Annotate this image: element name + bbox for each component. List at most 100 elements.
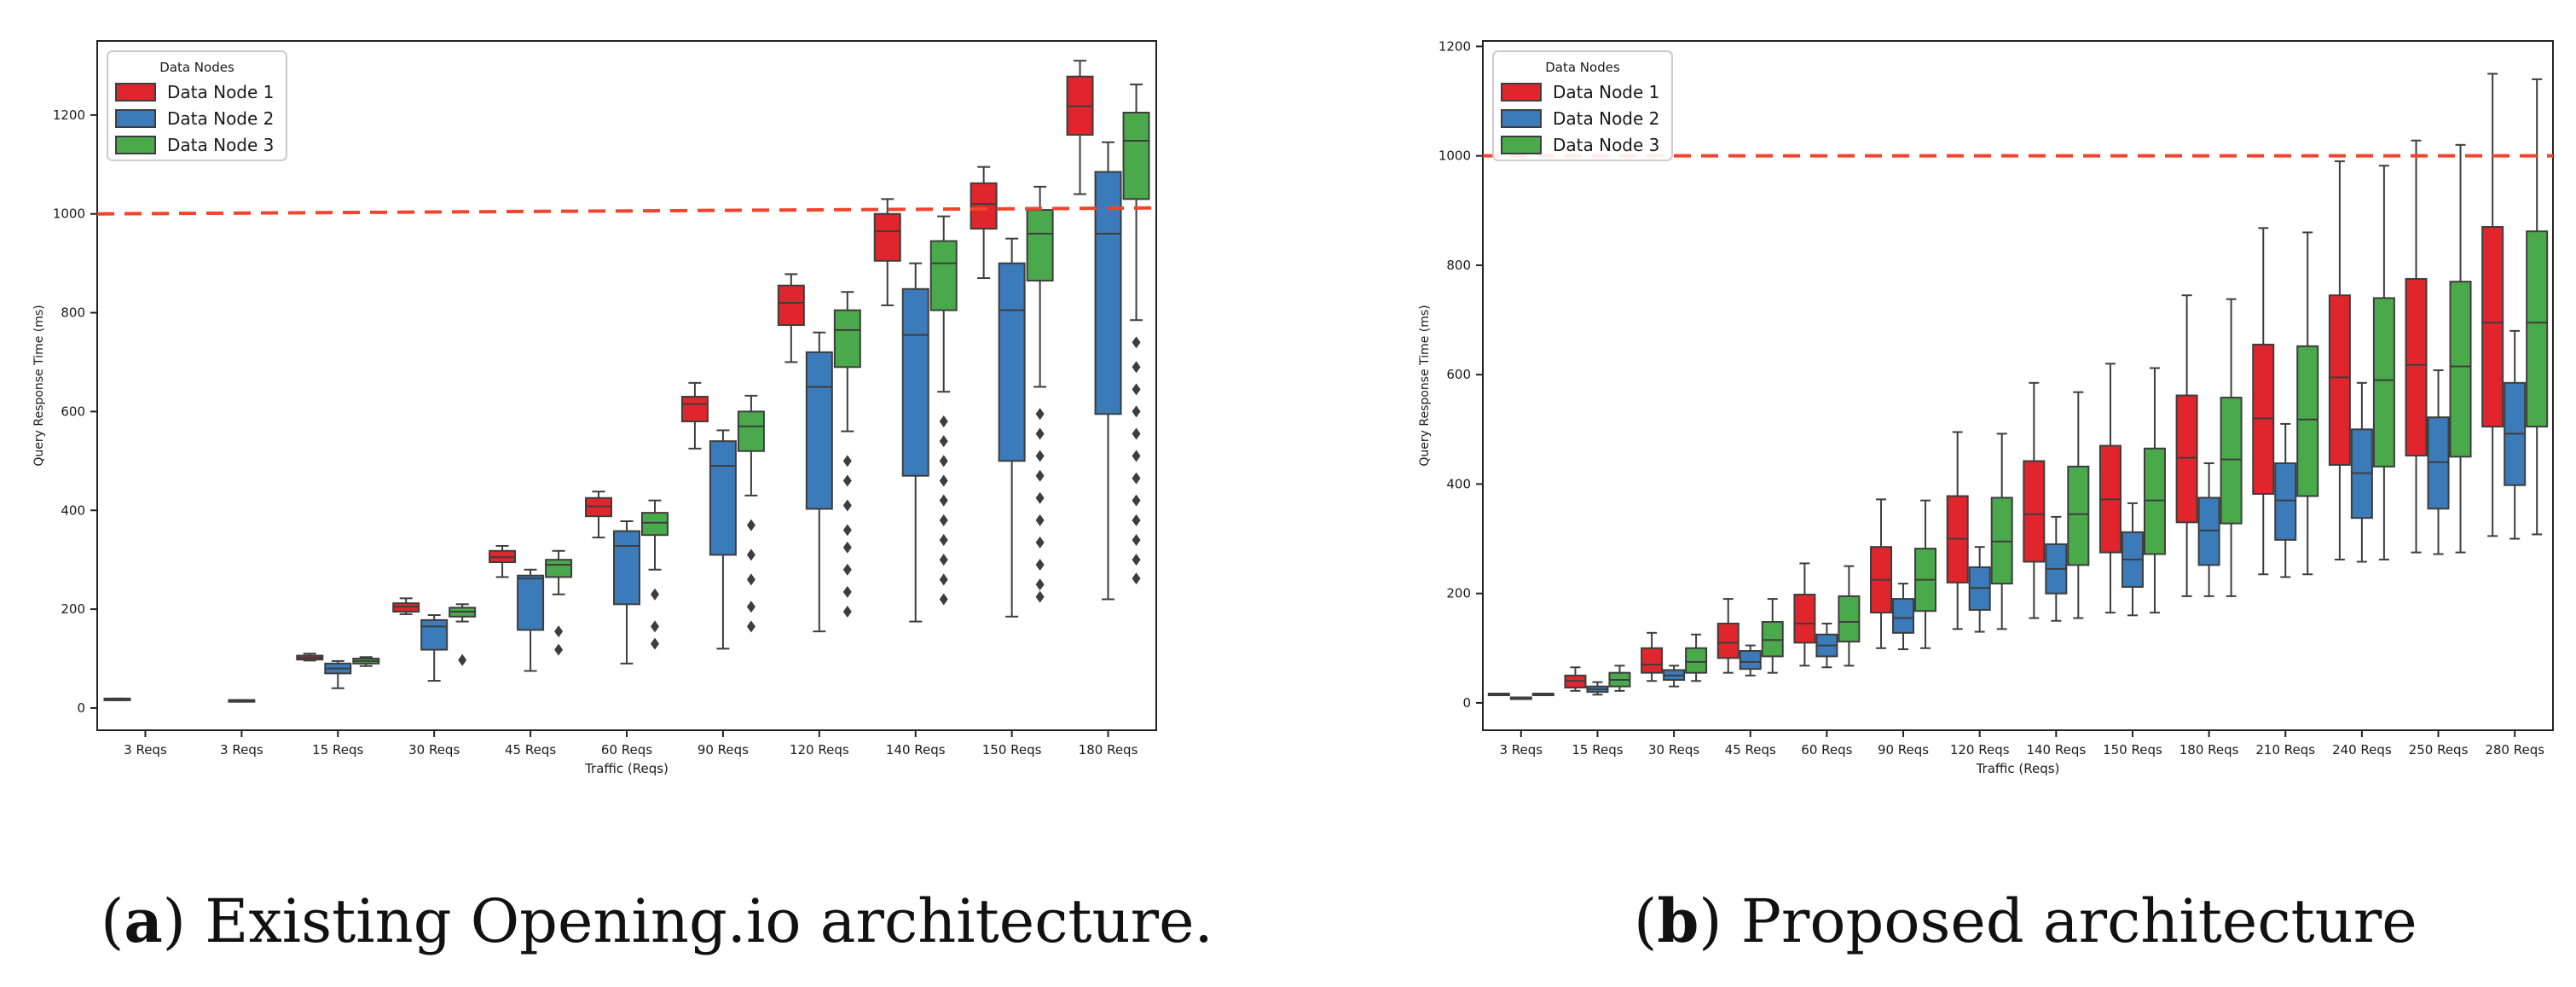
- box-data-node-3: [1990, 433, 2013, 630]
- legend-frame: [107, 50, 287, 161]
- box-iqr: [998, 262, 1026, 462]
- outlier-point: [1132, 427, 1141, 440]
- y-tick-label: 0: [77, 700, 85, 716]
- y-tick-label: 600: [1446, 367, 1471, 382]
- legend: Data Nodes Data Node 1 Data Node 2 Data Nod…: [107, 50, 287, 161]
- box-data-node-2: [2427, 369, 2450, 555]
- outlier-point: [746, 549, 755, 561]
- x-tick-label: 250 Reqs: [2409, 742, 2469, 758]
- caption-a: (a) Existing Opening.io architecture.: [101, 885, 1213, 956]
- x-tick-label: 30 Reqs: [1648, 742, 1699, 758]
- box-data-node-1: [777, 273, 805, 363]
- outlier-point: [939, 455, 948, 467]
- outlier-point: [1035, 514, 1045, 526]
- x-tick-label: 15 Reqs: [312, 742, 363, 758]
- box-iqr: [2372, 297, 2395, 467]
- x-tick-label: 90 Reqs: [1878, 742, 1929, 758]
- y-tick-label: 1000: [1439, 148, 1471, 164]
- box-data-node-3: [929, 215, 958, 606]
- box-data-node-1: [2405, 139, 2428, 554]
- box-iqr: [545, 559, 573, 578]
- box-iqr: [777, 284, 805, 327]
- box-iqr: [1122, 111, 1150, 200]
- box-data-node-2: [1739, 644, 1762, 676]
- box-data-node-3: [1026, 185, 1054, 603]
- box-data-node-2: [1663, 665, 1686, 688]
- outlier-point: [842, 474, 852, 487]
- box-data-node-1: [2252, 227, 2275, 576]
- outlier-point: [1132, 336, 1141, 349]
- caption-b-letter: b: [1657, 885, 1699, 956]
- x-tick-label: 45 Reqs: [1725, 742, 1776, 758]
- outlier-point: [1132, 472, 1141, 485]
- box-iqr: [2481, 226, 2504, 428]
- y-axis-label: Query Response Time (ms): [1418, 305, 1432, 466]
- chart-b-proposed-architecture: 0 200 400 600 800 1000 1200 3 Reqs 15 Reqs 30 Req…: [1418, 38, 2554, 776]
- box-iqr: [1793, 593, 1816, 644]
- outlier-point: [651, 620, 659, 633]
- box-iqr: [1838, 595, 1861, 643]
- outlier-point: [939, 593, 948, 606]
- box-iqr: [2067, 465, 2090, 566]
- box-data-node-2: [228, 699, 256, 703]
- outlier-point: [746, 601, 755, 613]
- legend-entry: Data Node 2: [1553, 108, 1659, 129]
- x-tick-label: 3 Reqs: [1500, 742, 1543, 758]
- box-data-node-2: [2350, 381, 2373, 563]
- outlier-point: [1035, 450, 1045, 462]
- legend-swatch: [115, 83, 156, 102]
- outlier-point: [1132, 405, 1141, 418]
- x-tick-label: 180 Reqs: [1079, 742, 1138, 758]
- outlier-point: [746, 573, 755, 586]
- y-tick-label: 400: [1446, 476, 1471, 491]
- box-iqr: [1716, 622, 1740, 659]
- box-data-node-3: [2143, 367, 2166, 614]
- box-iqr: [737, 410, 765, 452]
- y-tick-label: 600: [61, 404, 85, 419]
- box-iqr: [517, 574, 545, 631]
- box-data-node-2: [901, 262, 929, 623]
- box-iqr: [833, 309, 861, 369]
- box-data-node-2: [324, 659, 352, 689]
- box-iqr: [2220, 397, 2243, 525]
- box-iqr: [901, 287, 929, 477]
- outlier-point: [1035, 427, 1045, 440]
- x-tick-label: 120 Reqs: [790, 742, 849, 758]
- box-data-node-2: [2121, 502, 2144, 617]
- box-iqr: [1739, 650, 1762, 671]
- outlier-point: [746, 620, 755, 633]
- box-iqr: [2274, 462, 2297, 541]
- box-data-node-1: [680, 381, 709, 450]
- y-tick-label: 1200: [53, 107, 85, 123]
- x-tick-label: 180 Reqs: [2179, 742, 2239, 758]
- box-data-node-1: [296, 653, 324, 662]
- outlier-point: [1035, 469, 1045, 482]
- box-data-node-3: [737, 394, 765, 633]
- box-data-node-2: [709, 429, 737, 650]
- box-data-node-3: [2067, 391, 2090, 619]
- outlier-point: [939, 494, 948, 507]
- outlier-point: [842, 541, 852, 554]
- box-data-node-3: [1838, 565, 1861, 667]
- box-data-node-1: [1641, 631, 1664, 682]
- box-data-node-2: [1815, 622, 1838, 669]
- threshold-line: [96, 206, 1157, 216]
- caption-b-text: Proposed architecture: [1740, 886, 2417, 956]
- box-data-node-2: [2045, 515, 2068, 622]
- box-iqr: [420, 618, 449, 651]
- x-tick-label: 60 Reqs: [601, 742, 652, 758]
- legend-entry: Data Node 2: [167, 108, 274, 129]
- legend-entry: Data Node 1: [1553, 82, 1659, 102]
- outlier-point: [1132, 514, 1141, 526]
- caption-b: (b) Proposed architecture: [1634, 885, 2417, 956]
- y-tick-label: 0: [1462, 695, 1471, 711]
- box-data-node-1: [2175, 294, 2198, 597]
- outlier-point: [1035, 590, 1045, 603]
- outlier-point: [939, 554, 948, 566]
- x-tick-label: 90 Reqs: [698, 742, 749, 758]
- legend-swatch: [1501, 136, 1542, 154]
- outlier-point: [842, 563, 852, 576]
- box-data-node-2: [805, 331, 833, 633]
- box-data-node-2: [1892, 583, 1915, 651]
